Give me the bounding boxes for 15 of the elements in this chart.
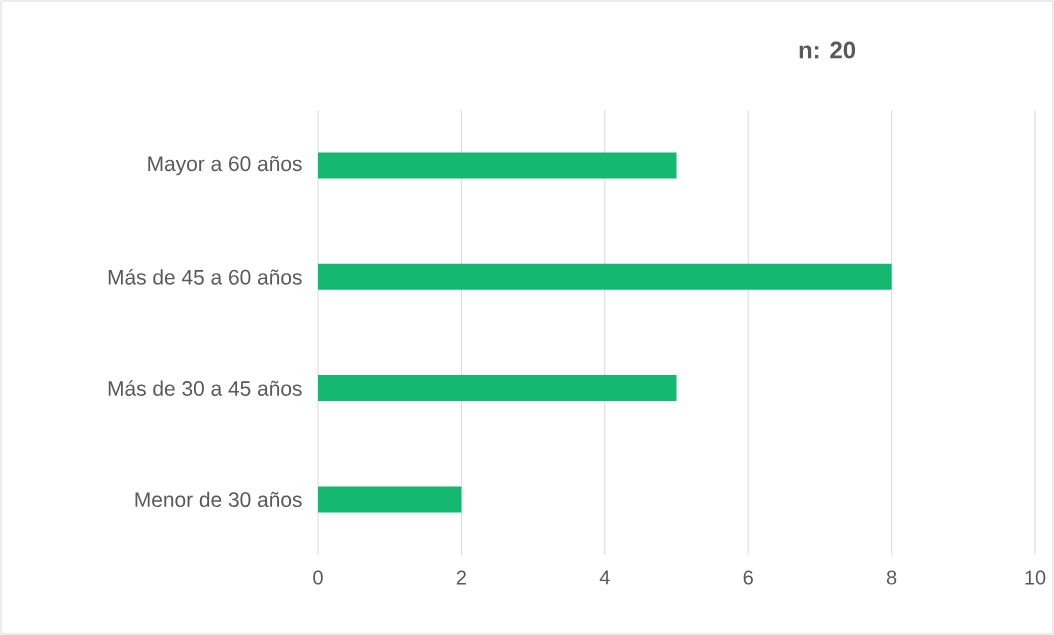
chart-title: n: 20 bbox=[799, 41, 856, 59]
y-tick-label: Mayor a 60 años bbox=[148, 155, 302, 176]
x-tick-label: 10 bbox=[1025, 570, 1046, 585]
bar bbox=[318, 486, 462, 513]
x-tick-label: 0 bbox=[313, 570, 323, 585]
x-tick-label: 4 bbox=[599, 570, 610, 585]
y-tick-label: Más de 30 a 45 años bbox=[108, 380, 302, 396]
bar bbox=[318, 375, 677, 402]
bar bbox=[318, 152, 677, 179]
x-tick-label: 6 bbox=[743, 570, 753, 585]
x-tick-label: 2 bbox=[456, 570, 466, 585]
x-tick-label: 8 bbox=[886, 570, 897, 585]
y-tick-label: Más de 45 a 60 años bbox=[108, 269, 302, 285]
y-tick-label: Menor de 30 años bbox=[135, 491, 302, 508]
bar bbox=[318, 263, 892, 290]
